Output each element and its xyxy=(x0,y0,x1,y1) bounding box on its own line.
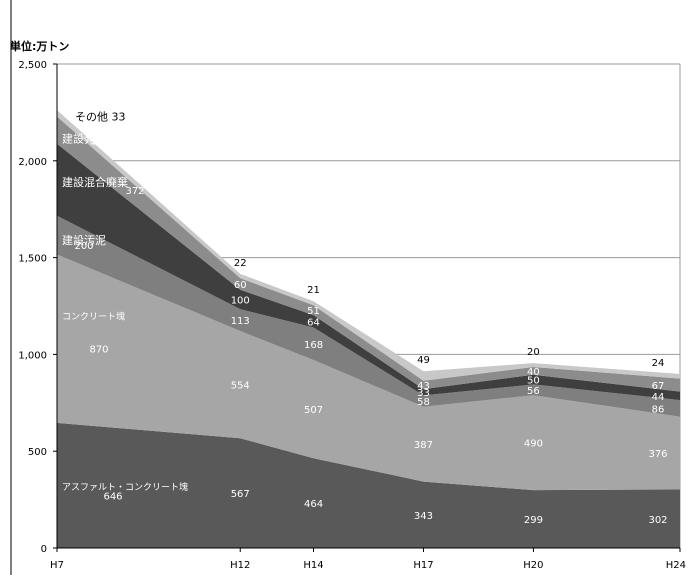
series-label: 建設発生木材 xyxy=(62,132,128,146)
data-label: 302 xyxy=(648,515,667,526)
area-series-0 xyxy=(57,422,680,548)
data-label: 40 xyxy=(527,367,540,378)
data-label: 67 xyxy=(652,381,665,392)
x-tick-labels: H7 H12 H14 H17 H20 H24 xyxy=(50,560,686,571)
series-label: アスファルト・コンクリート塊 xyxy=(62,481,188,493)
area-series-3 xyxy=(57,143,680,401)
series-label: その他 33 xyxy=(75,110,126,123)
data-label: 200 xyxy=(74,241,93,252)
data-label: 646 xyxy=(103,491,122,502)
data-label: 100 xyxy=(231,295,250,306)
data-label: 56 xyxy=(527,386,540,397)
data-label: 44 xyxy=(652,392,665,403)
data-label: 168 xyxy=(304,340,323,351)
data-label: 64 xyxy=(307,317,320,328)
unit-label: 単位:万トン xyxy=(10,39,69,53)
data-label: 490 xyxy=(524,439,543,450)
series-label: 建設汚泥 xyxy=(62,233,106,247)
y-tick-label: 0 xyxy=(41,544,47,555)
data-label: 376 xyxy=(648,449,667,460)
data-label: 141 xyxy=(90,136,109,147)
data-label: 343 xyxy=(414,511,433,522)
data-label: 51 xyxy=(307,306,320,317)
data-label: 86 xyxy=(652,404,665,415)
data-label: 554 xyxy=(231,381,250,392)
data-label: 870 xyxy=(89,345,108,356)
x-tick-label: H20 xyxy=(523,560,543,571)
data-label: 49 xyxy=(417,355,430,366)
y-tick-label: 2,500 xyxy=(18,60,47,71)
series-label: 建設混合廃棄 xyxy=(62,175,128,189)
data-label: 387 xyxy=(414,440,433,451)
data-label: 299 xyxy=(524,515,543,526)
x-tick-label: H24 xyxy=(666,560,686,571)
data-label: 20 xyxy=(527,347,540,358)
x-tick-label: H12 xyxy=(230,560,250,571)
data-label: 113 xyxy=(231,316,250,327)
x-tick-label: H14 xyxy=(303,560,323,571)
data-label: 60 xyxy=(234,280,247,291)
data-label: 507 xyxy=(304,405,323,416)
data-label: 22 xyxy=(234,258,247,269)
x-tick-label: H17 xyxy=(413,560,433,571)
y-tick-label: 1,500 xyxy=(18,254,47,265)
data-label: 567 xyxy=(231,489,250,500)
y-tick-label: 2,000 xyxy=(18,157,47,168)
axes xyxy=(53,63,681,552)
data-labels: 646 567 464 343 299 302 870 554 507 387 490 376 200 1… xyxy=(74,136,667,526)
series-areas xyxy=(57,110,680,548)
y-tick-labels: 0 500 1,000 1,500 2,000 2,500 xyxy=(18,60,47,555)
data-label: 464 xyxy=(304,499,323,510)
data-label: 58 xyxy=(417,397,430,408)
series-label: コンクリート塊 xyxy=(62,311,125,323)
y-tick-label: 1,000 xyxy=(18,350,47,361)
data-label: 24 xyxy=(652,358,665,369)
data-label: 50 xyxy=(527,376,540,387)
data-label: 21 xyxy=(307,285,320,296)
y-tick-label: 500 xyxy=(28,447,47,458)
x-tick-label: H7 xyxy=(50,560,64,571)
data-label: 372 xyxy=(125,186,144,197)
data-label: 43 xyxy=(417,381,430,392)
left-edge-strip xyxy=(0,0,12,575)
data-label: 33 xyxy=(417,388,430,399)
area-series-2 xyxy=(57,215,680,417)
area-series-1 xyxy=(57,254,680,491)
